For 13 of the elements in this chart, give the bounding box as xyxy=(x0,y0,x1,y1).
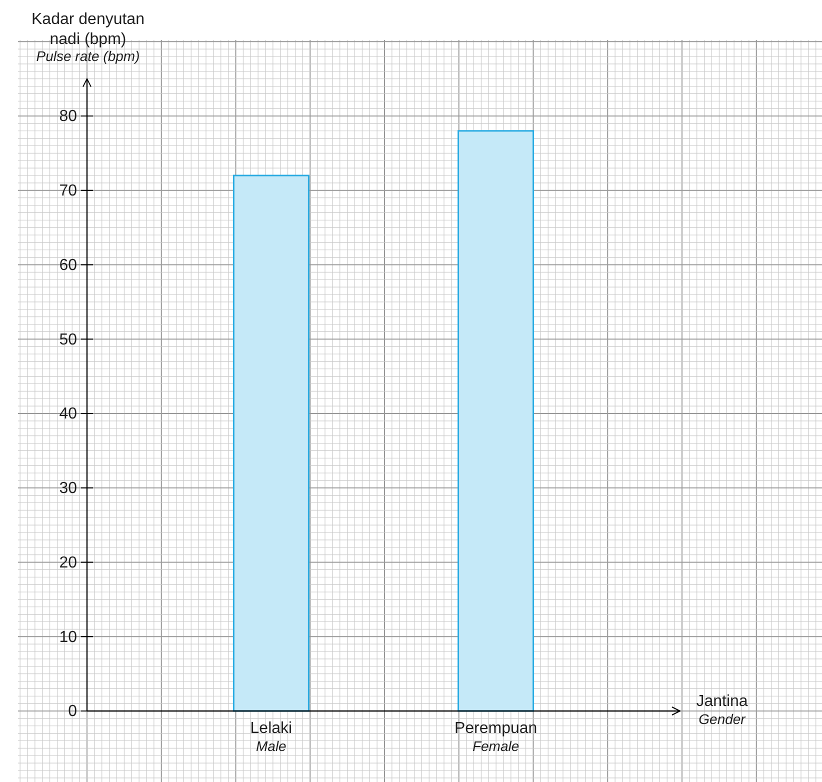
y-tick-label: 30 xyxy=(59,480,78,497)
y-axis-title: Kadar denyutan nadi (bpm) Pulse rate (bpm) xyxy=(32,11,144,64)
y-tick-label: 40 xyxy=(59,406,78,423)
y-tick-label: 80 xyxy=(59,108,78,126)
y-tick-label: 0 xyxy=(68,703,78,720)
y-tick-label: 10 xyxy=(59,628,78,646)
x-tick-label: Perempuan Female xyxy=(454,720,538,754)
x-axis-title: Jantina Gender xyxy=(696,693,748,727)
x-tick-label: Lelaki Male xyxy=(250,720,292,754)
y-tick-label: 60 xyxy=(59,256,78,274)
y-tick-label: 70 xyxy=(59,182,78,200)
y-tick-label: 50 xyxy=(59,331,78,348)
y-tick-label: 20 xyxy=(59,554,78,572)
